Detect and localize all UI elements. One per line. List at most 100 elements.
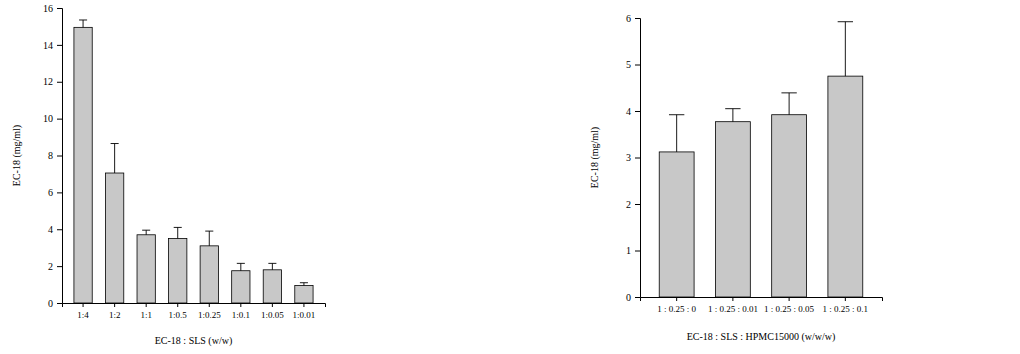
bar xyxy=(715,122,750,297)
axis-line xyxy=(57,9,63,304)
x-axis: 1 : 0.25 : 0 1 : 0.25 : 0.01 1 : 0.25 : 0.… xyxy=(641,297,883,314)
bar xyxy=(74,27,92,303)
tick-mark xyxy=(732,297,733,301)
error-stem xyxy=(676,115,677,152)
error-cap xyxy=(268,263,276,264)
tick: 1:4 xyxy=(77,303,89,320)
tick: 0 xyxy=(48,298,62,309)
tick: 1:0.1 xyxy=(232,303,250,320)
tick-label: 1:0.25 xyxy=(198,310,221,320)
tick: 3 xyxy=(626,152,640,163)
tick: 1:0.25 xyxy=(198,303,221,320)
tick-label: 16 xyxy=(43,3,53,14)
bar xyxy=(232,271,250,303)
tick-mark xyxy=(676,297,677,301)
tick-mark xyxy=(635,204,640,205)
tick-mark xyxy=(57,192,62,193)
tick-label: 1 xyxy=(626,245,631,256)
tick-mark xyxy=(57,119,62,120)
tick: 10 xyxy=(43,113,62,124)
error-bar xyxy=(268,263,276,269)
tick-label: 6 xyxy=(48,187,53,198)
tick-mark xyxy=(845,297,846,301)
tick-label: 1:1 xyxy=(140,310,152,320)
figure: 02468101214161:41:21:11:0.51:0.251:0.11:… xyxy=(0,0,1020,354)
tick: 0 xyxy=(626,292,640,303)
error-bar xyxy=(174,227,182,238)
x-axis-title: EC-18 : SLS : HPMC15000 (w/w/w) xyxy=(687,331,836,343)
error-bar xyxy=(669,115,684,152)
x-axis: 1:4 1:2 1:1 1:0.5 1:0.25 1:0.1 1:0.05 1:0.01 xyxy=(63,303,326,320)
tick-mark xyxy=(635,65,640,66)
tick-label: 1:0.05 xyxy=(261,310,284,320)
bar xyxy=(105,173,123,303)
tick-mark xyxy=(209,303,210,307)
tick-mark xyxy=(635,18,640,19)
error-bar xyxy=(142,230,150,235)
tick: 14 xyxy=(43,40,62,51)
error-cap xyxy=(79,19,87,20)
tick: 6 xyxy=(48,187,62,198)
tick-mark xyxy=(635,297,640,298)
plot-area xyxy=(74,20,313,303)
error-cap xyxy=(781,92,796,93)
error-cap xyxy=(237,263,245,264)
error-bar xyxy=(300,283,308,286)
y-axis: 0246810121416 xyxy=(43,3,63,309)
tick-label: 8 xyxy=(48,150,53,161)
error-stem xyxy=(114,144,115,174)
x-axis-title: EC-18 : SLS (w/w) xyxy=(155,335,233,347)
axis-line xyxy=(635,19,641,298)
tick-label: 1:4 xyxy=(77,310,89,320)
error-bar xyxy=(237,263,245,270)
error-cap xyxy=(142,230,150,231)
tick-label: 1 : 0.25 : 0 xyxy=(657,304,696,314)
chart: 02468101214161:41:21:11:0.51:0.251:0.11:… xyxy=(11,3,326,347)
tick-mark xyxy=(635,111,640,112)
tick-label: 2 xyxy=(48,261,53,272)
axis-line xyxy=(63,304,326,308)
tick-label: 6 xyxy=(626,13,631,24)
error-bar xyxy=(725,109,740,122)
tick-mark xyxy=(303,303,304,307)
tick-label: 3 xyxy=(626,152,631,163)
bar xyxy=(200,246,218,303)
tick-mark xyxy=(635,251,640,252)
axis-line xyxy=(641,298,883,302)
bar xyxy=(263,270,281,303)
bar xyxy=(659,152,694,297)
error-stem xyxy=(272,263,273,269)
tick-mark xyxy=(57,229,62,230)
y-axis: 0123456 xyxy=(626,13,641,303)
tick-label: 10 xyxy=(43,113,53,124)
error-cap xyxy=(300,282,308,283)
tick: 2 xyxy=(48,261,62,272)
y-axis-title: EC-18 (mg/ml) xyxy=(589,127,601,188)
bar xyxy=(772,115,807,297)
tick-label: 4 xyxy=(48,224,53,235)
tick: 1 : 0.25 : 0.1 xyxy=(823,297,869,314)
error-cap xyxy=(174,227,182,228)
tick-label: 1:0.5 xyxy=(169,310,188,320)
plot-area xyxy=(659,22,863,297)
tick-label: 1 : 0.25 : 0.01 xyxy=(708,304,758,314)
tick-label: 1:0.01 xyxy=(293,310,316,320)
tick: 1:2 xyxy=(109,303,121,320)
tick-mark xyxy=(57,82,62,83)
error-stem xyxy=(789,93,790,115)
tick: 1:0.5 xyxy=(169,303,188,320)
bar xyxy=(295,285,313,303)
tick-mark xyxy=(635,158,640,159)
bar xyxy=(137,235,155,303)
bar xyxy=(828,76,863,297)
y-axis-title: EC-18 (mg/ml) xyxy=(11,125,23,186)
error-cap xyxy=(838,21,853,22)
tick-label: 1 : 0.25 : 0.1 xyxy=(823,304,869,314)
error-cap xyxy=(205,231,213,232)
tick-label: 1 : 0.25 : 0.05 xyxy=(764,304,815,314)
tick-mark xyxy=(114,303,115,307)
tick: 1:0.01 xyxy=(293,303,316,320)
tick-mark xyxy=(272,303,273,307)
tick-label: 1:2 xyxy=(109,310,121,320)
tick: 8 xyxy=(48,150,62,161)
